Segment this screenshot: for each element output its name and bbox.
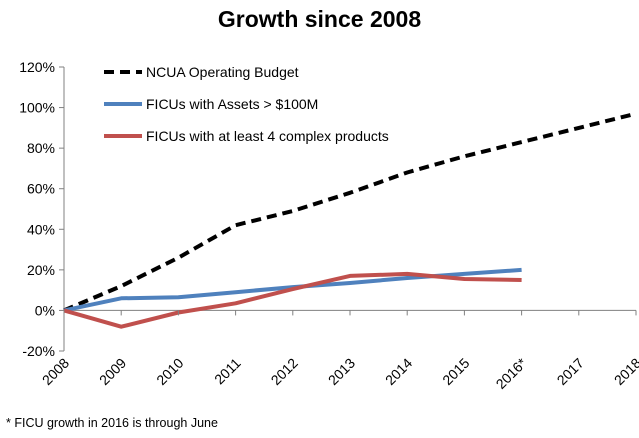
x-tick-label: 2011 <box>211 355 244 388</box>
legend-label-1: NCUA Operating Budget <box>146 64 299 80</box>
y-tick-label: 0% <box>35 302 55 318</box>
legend-label-3: FICUs with at least 4 complex products <box>146 128 389 144</box>
x-tick-label: 2016* <box>493 354 531 392</box>
x-tick-label: 2018 <box>611 355 639 388</box>
series-line-3 <box>63 271 522 329</box>
y-tick-label: -20% <box>22 343 55 359</box>
footnote: * FICU growth in 2016 is through June <box>6 416 218 430</box>
x-tick-label: 2010 <box>153 355 186 388</box>
x-tick-label: 2015 <box>439 355 472 388</box>
x-tick-label: 2008 <box>39 355 72 388</box>
legend-label-2: FICUs with Assets > $100M <box>146 96 318 112</box>
x-tick-label: 2013 <box>325 355 358 388</box>
x-tick-label: 2017 <box>554 355 587 388</box>
y-tick-label: 80% <box>27 140 55 156</box>
y-tick-label: 20% <box>27 262 55 278</box>
series-line-1 <box>63 111 637 313</box>
x-tick-label: 2009 <box>96 355 129 388</box>
y-tick-label: 40% <box>27 221 55 237</box>
y-tick-label: 60% <box>27 181 55 197</box>
x-tick-label: 2014 <box>382 355 415 388</box>
x-tick-label: 2012 <box>268 355 301 388</box>
y-tick-label: 120% <box>19 59 55 75</box>
chart-title: Growth since 2008 <box>217 6 422 32</box>
y-tick-label: 100% <box>19 100 55 116</box>
